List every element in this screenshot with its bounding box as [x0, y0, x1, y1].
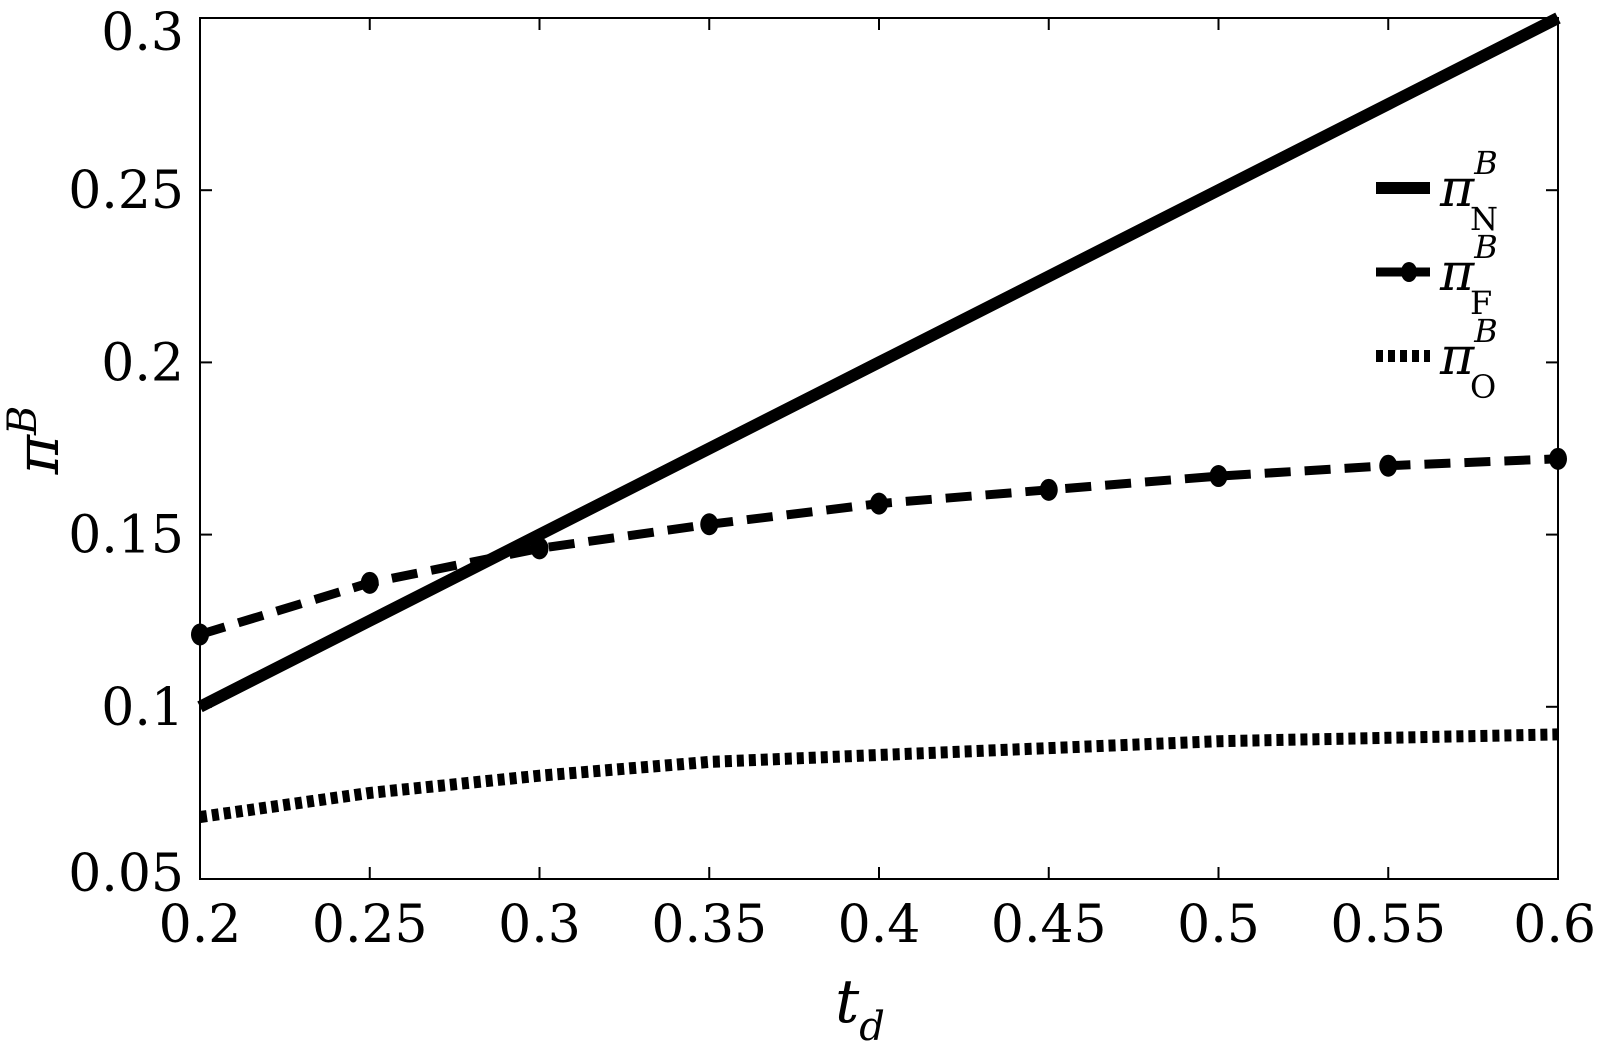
- x-axis-label: td: [835, 967, 885, 1047]
- data-point-F: [530, 537, 549, 560]
- data-point-F: [360, 571, 379, 594]
- x-tick-label: 0.25: [312, 895, 428, 955]
- legend-label-N: πB N: [1439, 144, 1498, 238]
- y-tick-label: 0.15: [68, 506, 184, 566]
- y-tick-label: 0.2: [101, 333, 184, 393]
- series-line-N: [197, 12, 1561, 713]
- y-axis-label: πB: [0, 406, 73, 476]
- y-tick-label: 0.25: [68, 161, 184, 221]
- x-tick-label: 0.2: [159, 895, 242, 955]
- data-point-F: [1039, 478, 1058, 501]
- data-point-F: [870, 492, 888, 515]
- legend-marker-F: [1401, 262, 1417, 282]
- data-point-F: [1549, 447, 1567, 470]
- data-point-F: [700, 513, 719, 536]
- series-line-O: [199, 728, 1559, 823]
- x-tick-label: 0.6: [1513, 895, 1596, 955]
- x-tick-label: 0.55: [1330, 895, 1446, 955]
- y-tick-label: 0.1: [101, 678, 184, 738]
- data-point-F: [1209, 465, 1228, 488]
- x-tick-label: 0.3: [498, 895, 581, 955]
- legend-label-F: πB F: [1439, 228, 1498, 322]
- data-point-F: [191, 623, 209, 646]
- data-point-F: [1379, 454, 1398, 477]
- x-tick-label: 0.4: [838, 895, 921, 955]
- y-tick-label: 0.05: [68, 844, 184, 904]
- legend-label-O: πB O: [1439, 312, 1498, 406]
- x-tick-label: 0.35: [651, 895, 767, 955]
- y-tick-label: 0.3: [101, 3, 184, 63]
- x-tick-label: 0.45: [991, 895, 1107, 955]
- plot-area-border: [199, 17, 1559, 880]
- x-tick-label: 0.5: [1177, 895, 1260, 955]
